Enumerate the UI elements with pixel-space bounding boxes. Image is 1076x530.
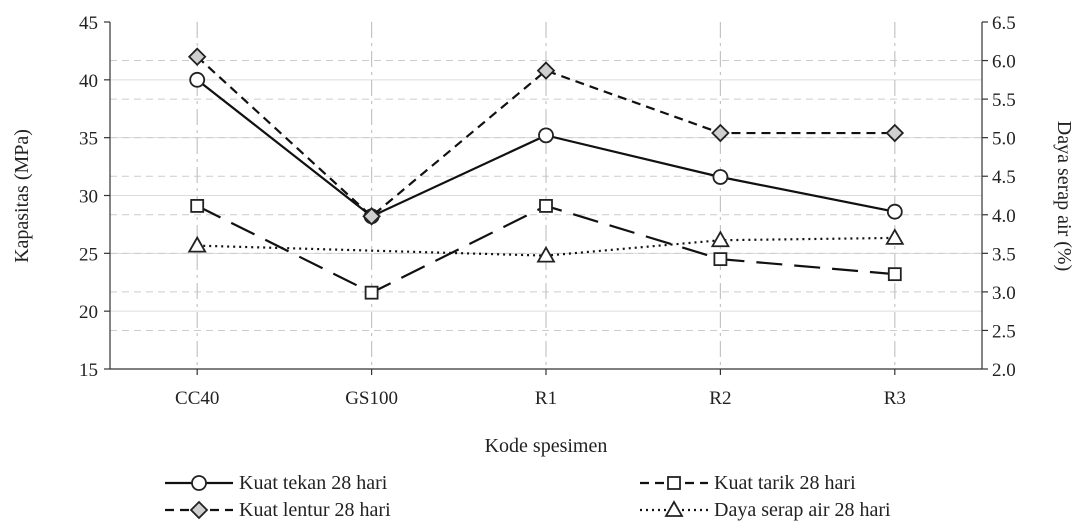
- series-2-point: [539, 199, 553, 213]
- series-4-point: [187, 235, 207, 253]
- series-layer: [187, 47, 905, 300]
- y-tick-label: 25: [79, 244, 98, 265]
- y-tick-label: 20: [79, 302, 98, 323]
- legend-marker-3: [189, 500, 209, 520]
- ticks-layer: 15 20 25 30 35 40 45 2.0 2.5 3.0 3.5 4.0 4.5 5.0 5.5 6.…: [79, 13, 1016, 409]
- y2-tick-label: 3.0: [992, 283, 1016, 304]
- series-line-4: [197, 236, 895, 257]
- legend-marker-4: [664, 500, 684, 517]
- y2-tick-label: 2.0: [992, 360, 1016, 381]
- series-3-point: [362, 207, 381, 226]
- series-2-point: [190, 199, 205, 213]
- series-3-point: [711, 123, 730, 143]
- series-4-point: [536, 245, 556, 263]
- series-2-point: [887, 267, 902, 282]
- series-line-3: [196, 55, 895, 218]
- y2-tick-label: 6.5: [992, 13, 1016, 34]
- series-1-point: [712, 169, 729, 185]
- series-4-point: [710, 230, 730, 248]
- y-tick-label: 45: [79, 13, 98, 34]
- legend-label-2: Kuat tarik 28 hari: [714, 472, 856, 494]
- y-tick-label: 30: [79, 187, 98, 208]
- y-tick-label: 40: [79, 71, 98, 92]
- y2-tick-label: 3.5: [992, 244, 1016, 265]
- legend: Kuat tekan 28 hari Kuat tarik 28 hari Kuat…: [165, 472, 891, 521]
- legend-label-1: Kuat tekan 28 hari: [239, 472, 388, 494]
- series-3-point: [536, 61, 556, 80]
- legend-label-4: Daya serap air 28 hari: [714, 499, 891, 521]
- x-tick-label: R3: [884, 388, 906, 409]
- x-tick-label: R2: [709, 388, 731, 409]
- series-4-point: [885, 228, 905, 245]
- y-tick-label: 15: [79, 360, 98, 381]
- x-tick-label: R1: [535, 388, 557, 409]
- y-axis-title: Kapasitas (MPa): [11, 129, 33, 263]
- y2-axis-title: Daya serap air (%): [1053, 121, 1075, 271]
- series-2-point: [713, 252, 728, 267]
- series-2-point: [364, 285, 379, 300]
- x-tick-label: GS100: [345, 388, 398, 409]
- series-3-point: [885, 123, 905, 143]
- y2-tick-label: 4.0: [992, 206, 1016, 227]
- series-3-point: [187, 47, 207, 66]
- series-1-point: [538, 127, 554, 144]
- y2-tick-label: 5.0: [992, 129, 1016, 150]
- y2-tick-label: 6.0: [992, 52, 1016, 73]
- series-1-point: [189, 71, 206, 88]
- y2-tick-label: 5.5: [992, 90, 1016, 111]
- series-1-point: [886, 203, 903, 220]
- x-axis-title: Kode spesimen: [485, 435, 608, 457]
- x-tick-label: CC40: [175, 388, 219, 409]
- legend-label-3: Kuat lentur 28 hari: [239, 499, 391, 521]
- y2-tick-label: 2.5: [992, 321, 1016, 342]
- legend-marker-2: [667, 476, 681, 490]
- legend-marker-1: [191, 475, 207, 491]
- y2-tick-label: 4.5: [992, 167, 1016, 188]
- y-tick-label: 35: [79, 129, 98, 150]
